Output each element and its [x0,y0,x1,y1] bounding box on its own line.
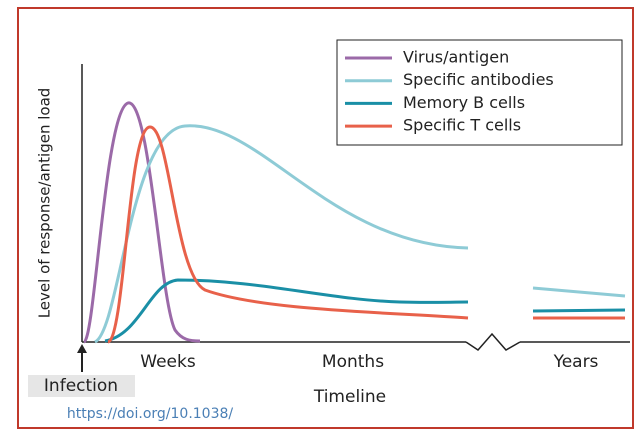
memory-b-curve [532,308,626,313]
legend-label: Specific antibodies [403,70,554,89]
x-axis-label: Timeline [313,387,386,407]
y-axis-label: Level of response/antigen load [36,88,54,319]
x-label: Years [553,352,599,372]
x-label: Months [322,352,384,372]
t-cell-curve [106,125,469,344]
annotation-box [28,375,135,397]
antibody-curve [532,286,626,298]
annotation: Infection [44,376,118,396]
virus-curve [82,101,201,344]
antibody-curve [94,124,469,344]
source: https://doi.org/10.1038/ [67,406,234,422]
memory-b-curve [104,278,469,343]
infection-arrow-head [77,344,87,353]
legend-label: Specific T cells [403,116,521,135]
frame [17,7,634,429]
axis-break [465,332,521,351]
legend-label: Virus/antigen [403,48,509,67]
legend-label: Memory B cells [403,93,525,112]
x-label: Weeks [140,352,196,372]
legend: Virus/antigen Specific antibodies Memory B… [345,48,554,135]
